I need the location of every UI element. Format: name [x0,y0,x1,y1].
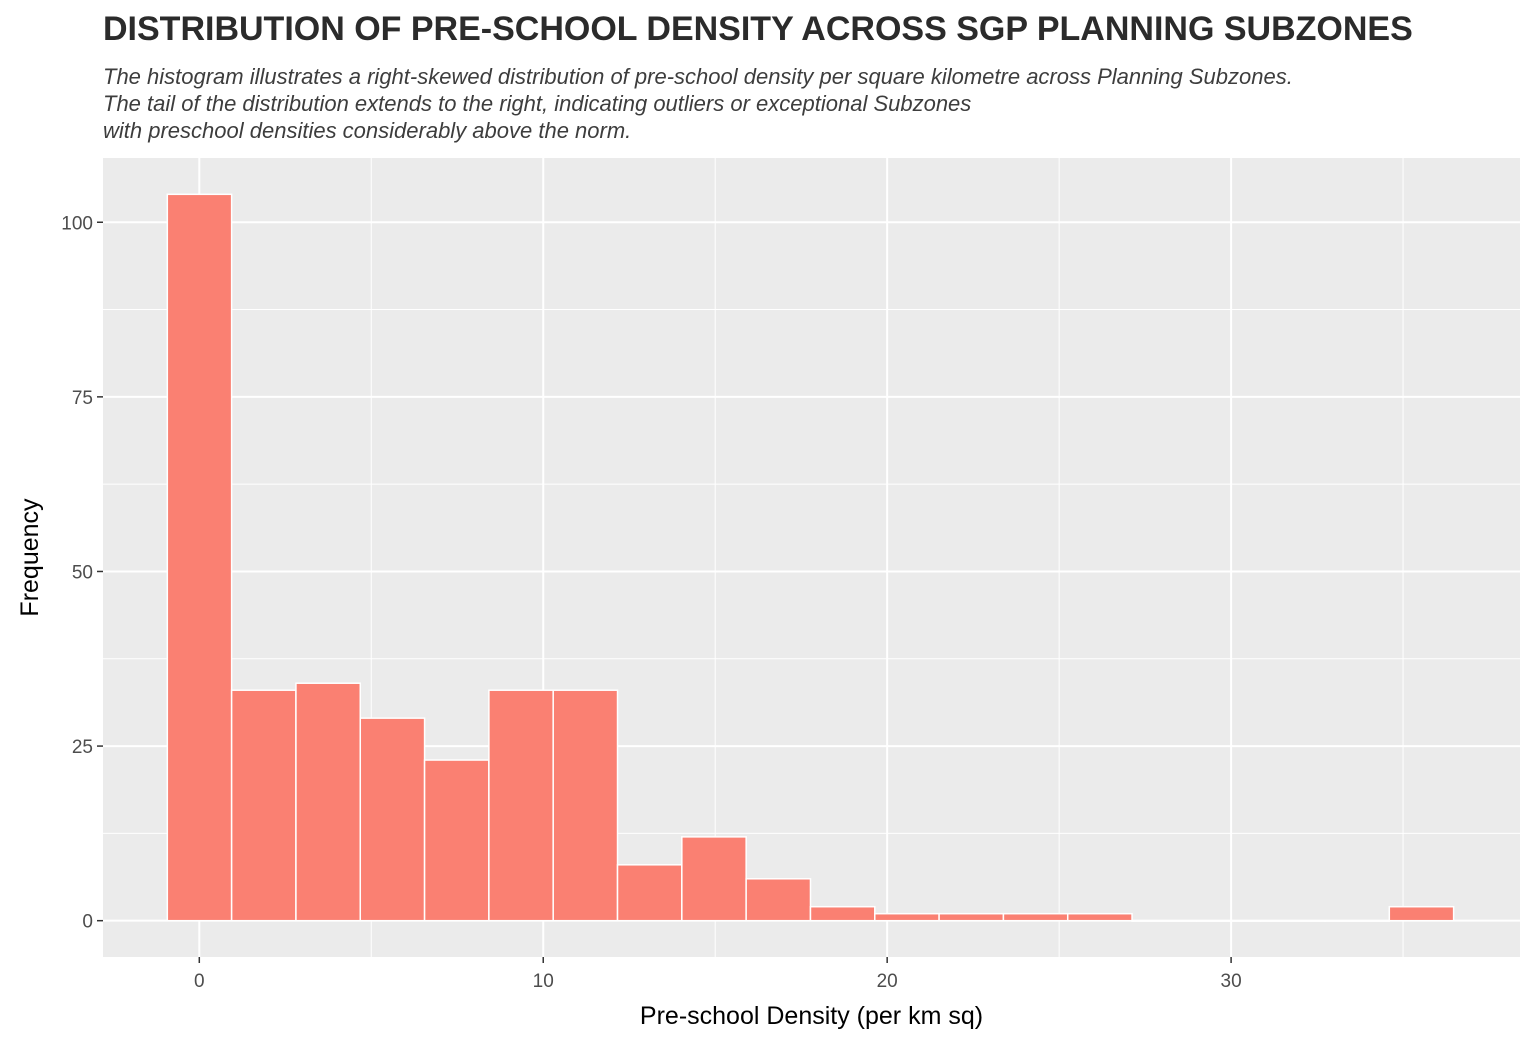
histogram-bar [809,905,876,922]
chart-subtitle: The histogram illustrates a right-skewed… [103,63,1293,144]
y-tick-label: 50 [72,562,93,583]
histogram-bar [166,193,233,922]
histogram-bar [552,689,619,922]
x-axis-title: Pre-school Density (per km sq) [640,1002,983,1030]
histogram-bar [1066,912,1133,922]
subtitle-line-2: The tail of the distribution extends to … [103,91,972,116]
histogram-bar [1195,919,1262,922]
histogram-bar [1259,919,1326,922]
histogram-bar [423,759,490,922]
x-tick-label: 20 [877,971,898,992]
histogram-bar [488,689,554,922]
histogram-bar [938,912,1005,922]
histogram-bar [1002,912,1069,922]
x-tick-label: 30 [1221,971,1242,992]
histogram-bar [1388,905,1455,922]
subtitle-line-1: The histogram illustrates a right-skewed… [103,64,1293,89]
y-tick-label: 75 [72,388,93,409]
y-tick-label: 100 [61,213,93,234]
histogram-bar [1324,919,1391,922]
y-tick-label: 25 [72,737,93,758]
y-axis: 0 25 50 75 100 [61,213,103,933]
chart-title: DISTRIBUTION OF PRE-SCHOOL DENSITY ACROS… [103,10,1413,48]
y-axis-title: Frequency [16,498,44,617]
x-axis: 0 10 20 30 [194,957,1242,992]
histogram-bar [681,836,747,922]
subtitle-line-3: with preschool densities considerably ab… [103,118,632,143]
histogram-bar [616,864,683,922]
x-tick-label: 10 [533,971,554,992]
y-tick-label: 0 [82,912,93,933]
histogram-bar [230,689,297,922]
x-tick-label: 0 [194,971,205,992]
histogram-bar [874,912,940,922]
histogram-bar [745,878,812,922]
histogram-bars [166,193,1455,922]
histogram-bar [1131,919,1198,922]
histogram-bar [295,682,362,922]
minor-gridlines [103,158,1520,957]
histogram-bar [359,717,426,922]
